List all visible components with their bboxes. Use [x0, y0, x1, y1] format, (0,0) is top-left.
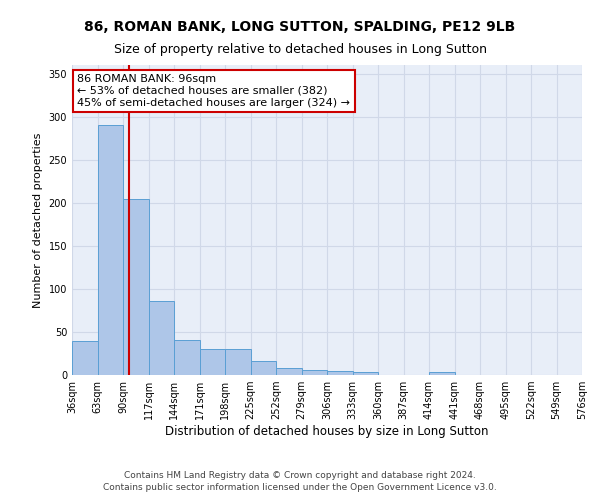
Bar [200, 349, 225, 375]
X-axis label: Distribution of detached houses by size in Long Sutton: Distribution of detached houses by size … [165, 425, 489, 438]
Text: Contains HM Land Registry data © Crown copyright and database right 2024.: Contains HM Land Registry data © Crown c… [124, 471, 476, 480]
Bar [327, 370, 353, 375]
Bar [251, 361, 276, 375]
Bar [72, 340, 97, 375]
Bar [276, 368, 302, 375]
Bar [302, 370, 327, 375]
Text: 86 ROMAN BANK: 96sqm
← 53% of detached houses are smaller (382)
45% of semi-deta: 86 ROMAN BANK: 96sqm ← 53% of detached h… [77, 74, 350, 108]
Y-axis label: Number of detached properties: Number of detached properties [33, 132, 43, 308]
Text: 86, ROMAN BANK, LONG SUTTON, SPALDING, PE12 9LB: 86, ROMAN BANK, LONG SUTTON, SPALDING, P… [85, 20, 515, 34]
Bar [149, 301, 174, 375]
Bar [97, 126, 123, 375]
Bar [353, 372, 378, 375]
Text: Size of property relative to detached houses in Long Sutton: Size of property relative to detached ho… [113, 42, 487, 56]
Bar [123, 200, 149, 375]
Bar [429, 372, 455, 375]
Bar [225, 349, 251, 375]
Bar [174, 340, 199, 375]
Text: Contains public sector information licensed under the Open Government Licence v3: Contains public sector information licen… [103, 484, 497, 492]
